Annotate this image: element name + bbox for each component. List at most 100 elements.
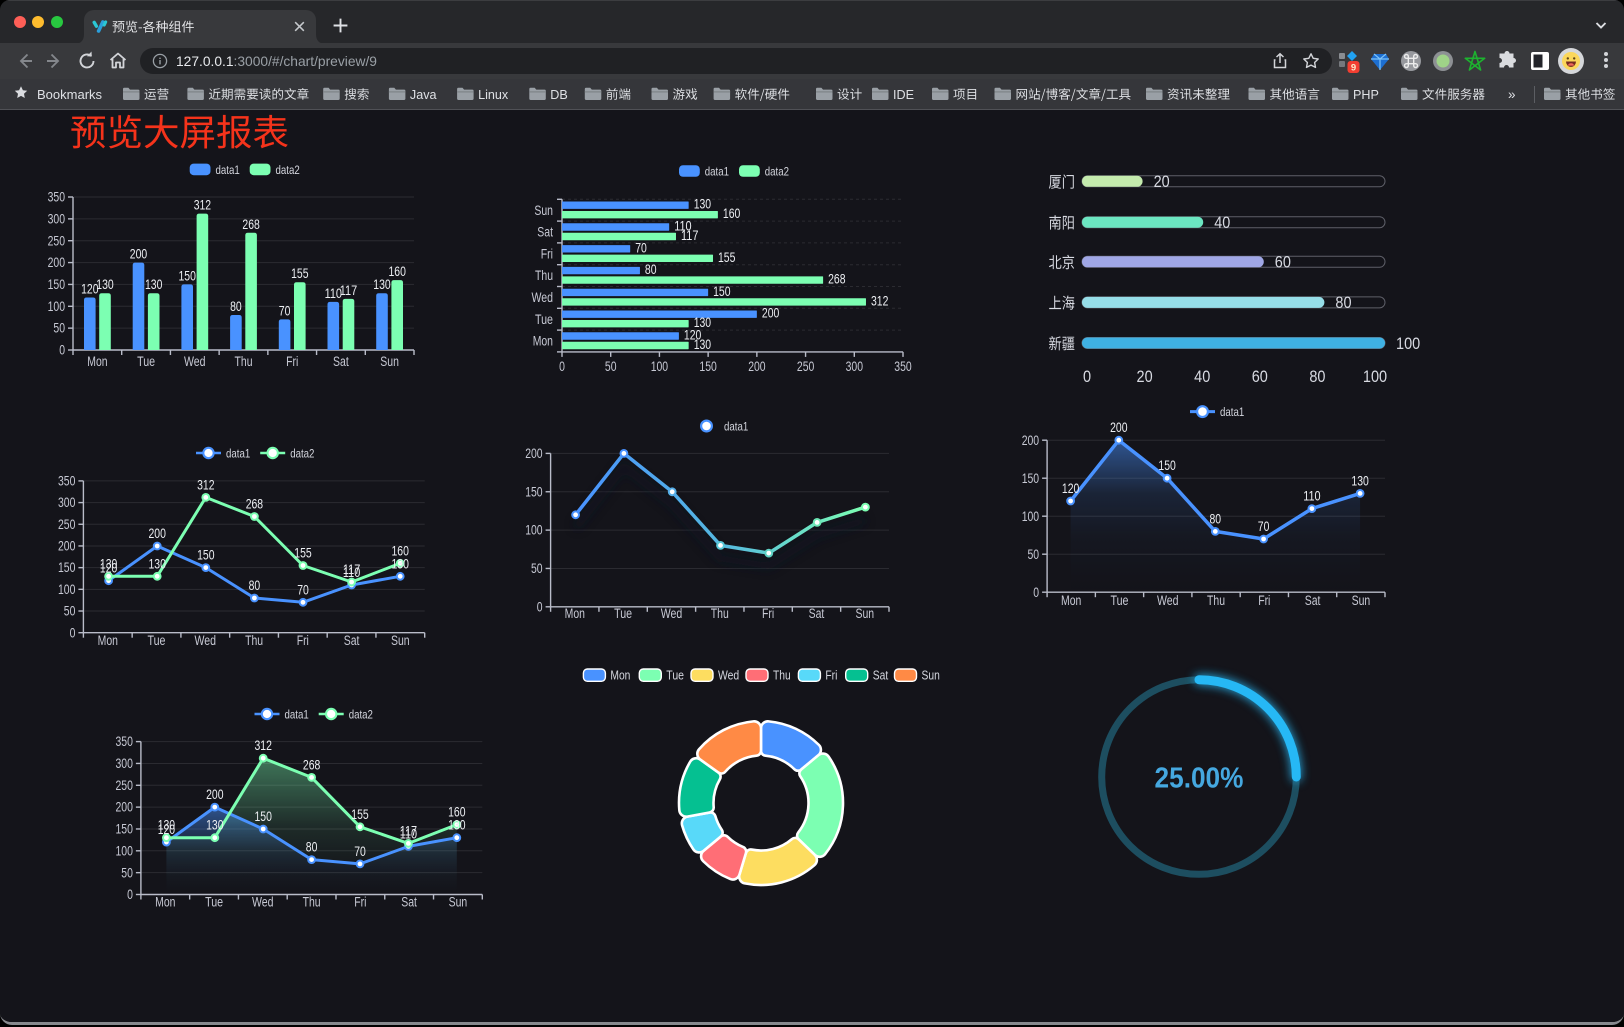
svg-text:200: 200 [149, 526, 166, 541]
svg-text:20: 20 [1137, 367, 1153, 386]
svg-text:Mon: Mon [1061, 593, 1081, 608]
svg-text:100: 100 [1396, 334, 1420, 353]
svg-text:80: 80 [1309, 367, 1325, 386]
svg-text:Tue: Tue [614, 606, 632, 621]
svg-text:150: 150 [699, 359, 716, 374]
svg-text:Thu: Thu [303, 895, 321, 910]
svg-text:130: 130 [149, 556, 166, 571]
svg-text:Thu: Thu [773, 668, 791, 683]
svg-text:Sat: Sat [401, 895, 417, 910]
svg-text:130: 130 [373, 277, 390, 292]
svg-text:Bookmarks: Bookmarks [37, 87, 103, 102]
svg-text:Sun: Sun [380, 354, 399, 369]
svg-text:70: 70 [635, 240, 647, 255]
svg-text:200: 200 [762, 306, 779, 321]
svg-text:data1: data1 [724, 419, 748, 433]
svg-text:130: 130 [206, 818, 223, 833]
svg-text:Fri: Fri [762, 606, 774, 621]
svg-text:130: 130 [145, 277, 162, 292]
svg-text:130: 130 [694, 337, 711, 352]
svg-text:Wed: Wed [532, 290, 554, 305]
svg-text:60: 60 [1252, 367, 1268, 386]
svg-text:160: 160 [389, 264, 406, 279]
svg-text:120: 120 [684, 328, 701, 343]
svg-text:data2: data2 [276, 163, 300, 177]
svg-text:Sun: Sun [391, 633, 410, 648]
svg-text:150: 150 [255, 809, 272, 824]
svg-text:120: 120 [1062, 481, 1079, 496]
svg-text:80: 80 [645, 262, 657, 277]
svg-text:40: 40 [1214, 213, 1230, 232]
svg-text:Fri: Fri [541, 246, 553, 261]
svg-text:200: 200 [48, 255, 65, 270]
svg-text:data1: data1 [1220, 405, 1244, 419]
svg-text:Sat: Sat [344, 633, 360, 648]
svg-text:20: 20 [1154, 172, 1170, 191]
svg-text:200: 200 [748, 359, 765, 374]
svg-text:50: 50 [121, 865, 133, 880]
svg-text:200: 200 [1022, 433, 1039, 448]
svg-text:130: 130 [96, 277, 113, 292]
svg-text:Wed: Wed [195, 633, 217, 648]
svg-text:Wed: Wed [718, 668, 739, 683]
svg-text:Fri: Fri [286, 354, 298, 369]
svg-text:150: 150 [58, 560, 75, 575]
svg-text:120: 120 [81, 282, 98, 297]
svg-text:100: 100 [116, 843, 133, 858]
svg-text:80: 80 [230, 299, 242, 314]
svg-text:250: 250 [58, 517, 75, 532]
svg-text:80: 80 [306, 840, 318, 855]
svg-text:150: 150 [1158, 458, 1175, 473]
svg-text:150: 150 [1022, 471, 1039, 486]
svg-text:160: 160 [723, 206, 740, 221]
svg-text:150: 150 [713, 284, 730, 299]
svg-text:120: 120 [100, 561, 117, 576]
svg-text:Tue: Tue [1111, 593, 1129, 608]
svg-text:268: 268 [242, 217, 259, 232]
svg-text:110: 110 [674, 219, 691, 234]
svg-text:200: 200 [1110, 420, 1127, 435]
svg-text:268: 268 [303, 757, 320, 772]
svg-text:150: 150 [48, 277, 65, 292]
svg-text:Fri: Fri [297, 633, 309, 648]
svg-text:100: 100 [1022, 509, 1039, 524]
svg-text:100: 100 [1363, 367, 1387, 386]
svg-text:312: 312 [871, 293, 888, 308]
svg-text:70: 70 [279, 303, 291, 318]
svg-text:70: 70 [297, 582, 309, 597]
svg-text:160: 160 [448, 805, 465, 820]
svg-text:100: 100 [58, 582, 75, 597]
svg-text:40: 40 [1194, 367, 1210, 386]
svg-text:0: 0 [70, 625, 76, 640]
svg-text:300: 300 [48, 212, 65, 227]
svg-text:130: 130 [694, 197, 711, 212]
svg-text:»: » [1508, 87, 1516, 102]
svg-text:300: 300 [846, 359, 863, 374]
svg-text:200: 200 [525, 446, 542, 461]
svg-text:0: 0 [59, 343, 65, 358]
svg-text:Sat: Sat [809, 606, 825, 621]
svg-text:100: 100 [48, 299, 65, 314]
svg-text:Sun: Sun [856, 606, 875, 621]
svg-text:150: 150 [197, 548, 214, 563]
svg-text:155: 155 [291, 266, 308, 281]
svg-text:Thu: Thu [235, 354, 253, 369]
svg-text:PHP: PHP [1353, 88, 1379, 102]
svg-text:250: 250 [48, 233, 65, 248]
svg-text:0: 0 [1033, 585, 1039, 600]
svg-text:data2: data2 [290, 446, 314, 460]
svg-text:155: 155 [718, 250, 735, 265]
svg-text:117: 117 [340, 283, 357, 298]
svg-text:130: 130 [448, 818, 465, 833]
svg-text:100: 100 [651, 359, 668, 374]
svg-text:130: 130 [158, 818, 175, 833]
svg-text:50: 50 [1028, 547, 1040, 562]
svg-text:200: 200 [206, 787, 223, 802]
svg-text:110: 110 [1303, 489, 1320, 504]
svg-text:Fri: Fri [1258, 593, 1270, 608]
svg-text:Sat: Sat [873, 668, 889, 683]
svg-text:Sat: Sat [1305, 593, 1321, 608]
svg-text:80: 80 [1210, 511, 1222, 526]
svg-text:155: 155 [294, 546, 311, 561]
svg-text:Mon: Mon [610, 668, 630, 683]
